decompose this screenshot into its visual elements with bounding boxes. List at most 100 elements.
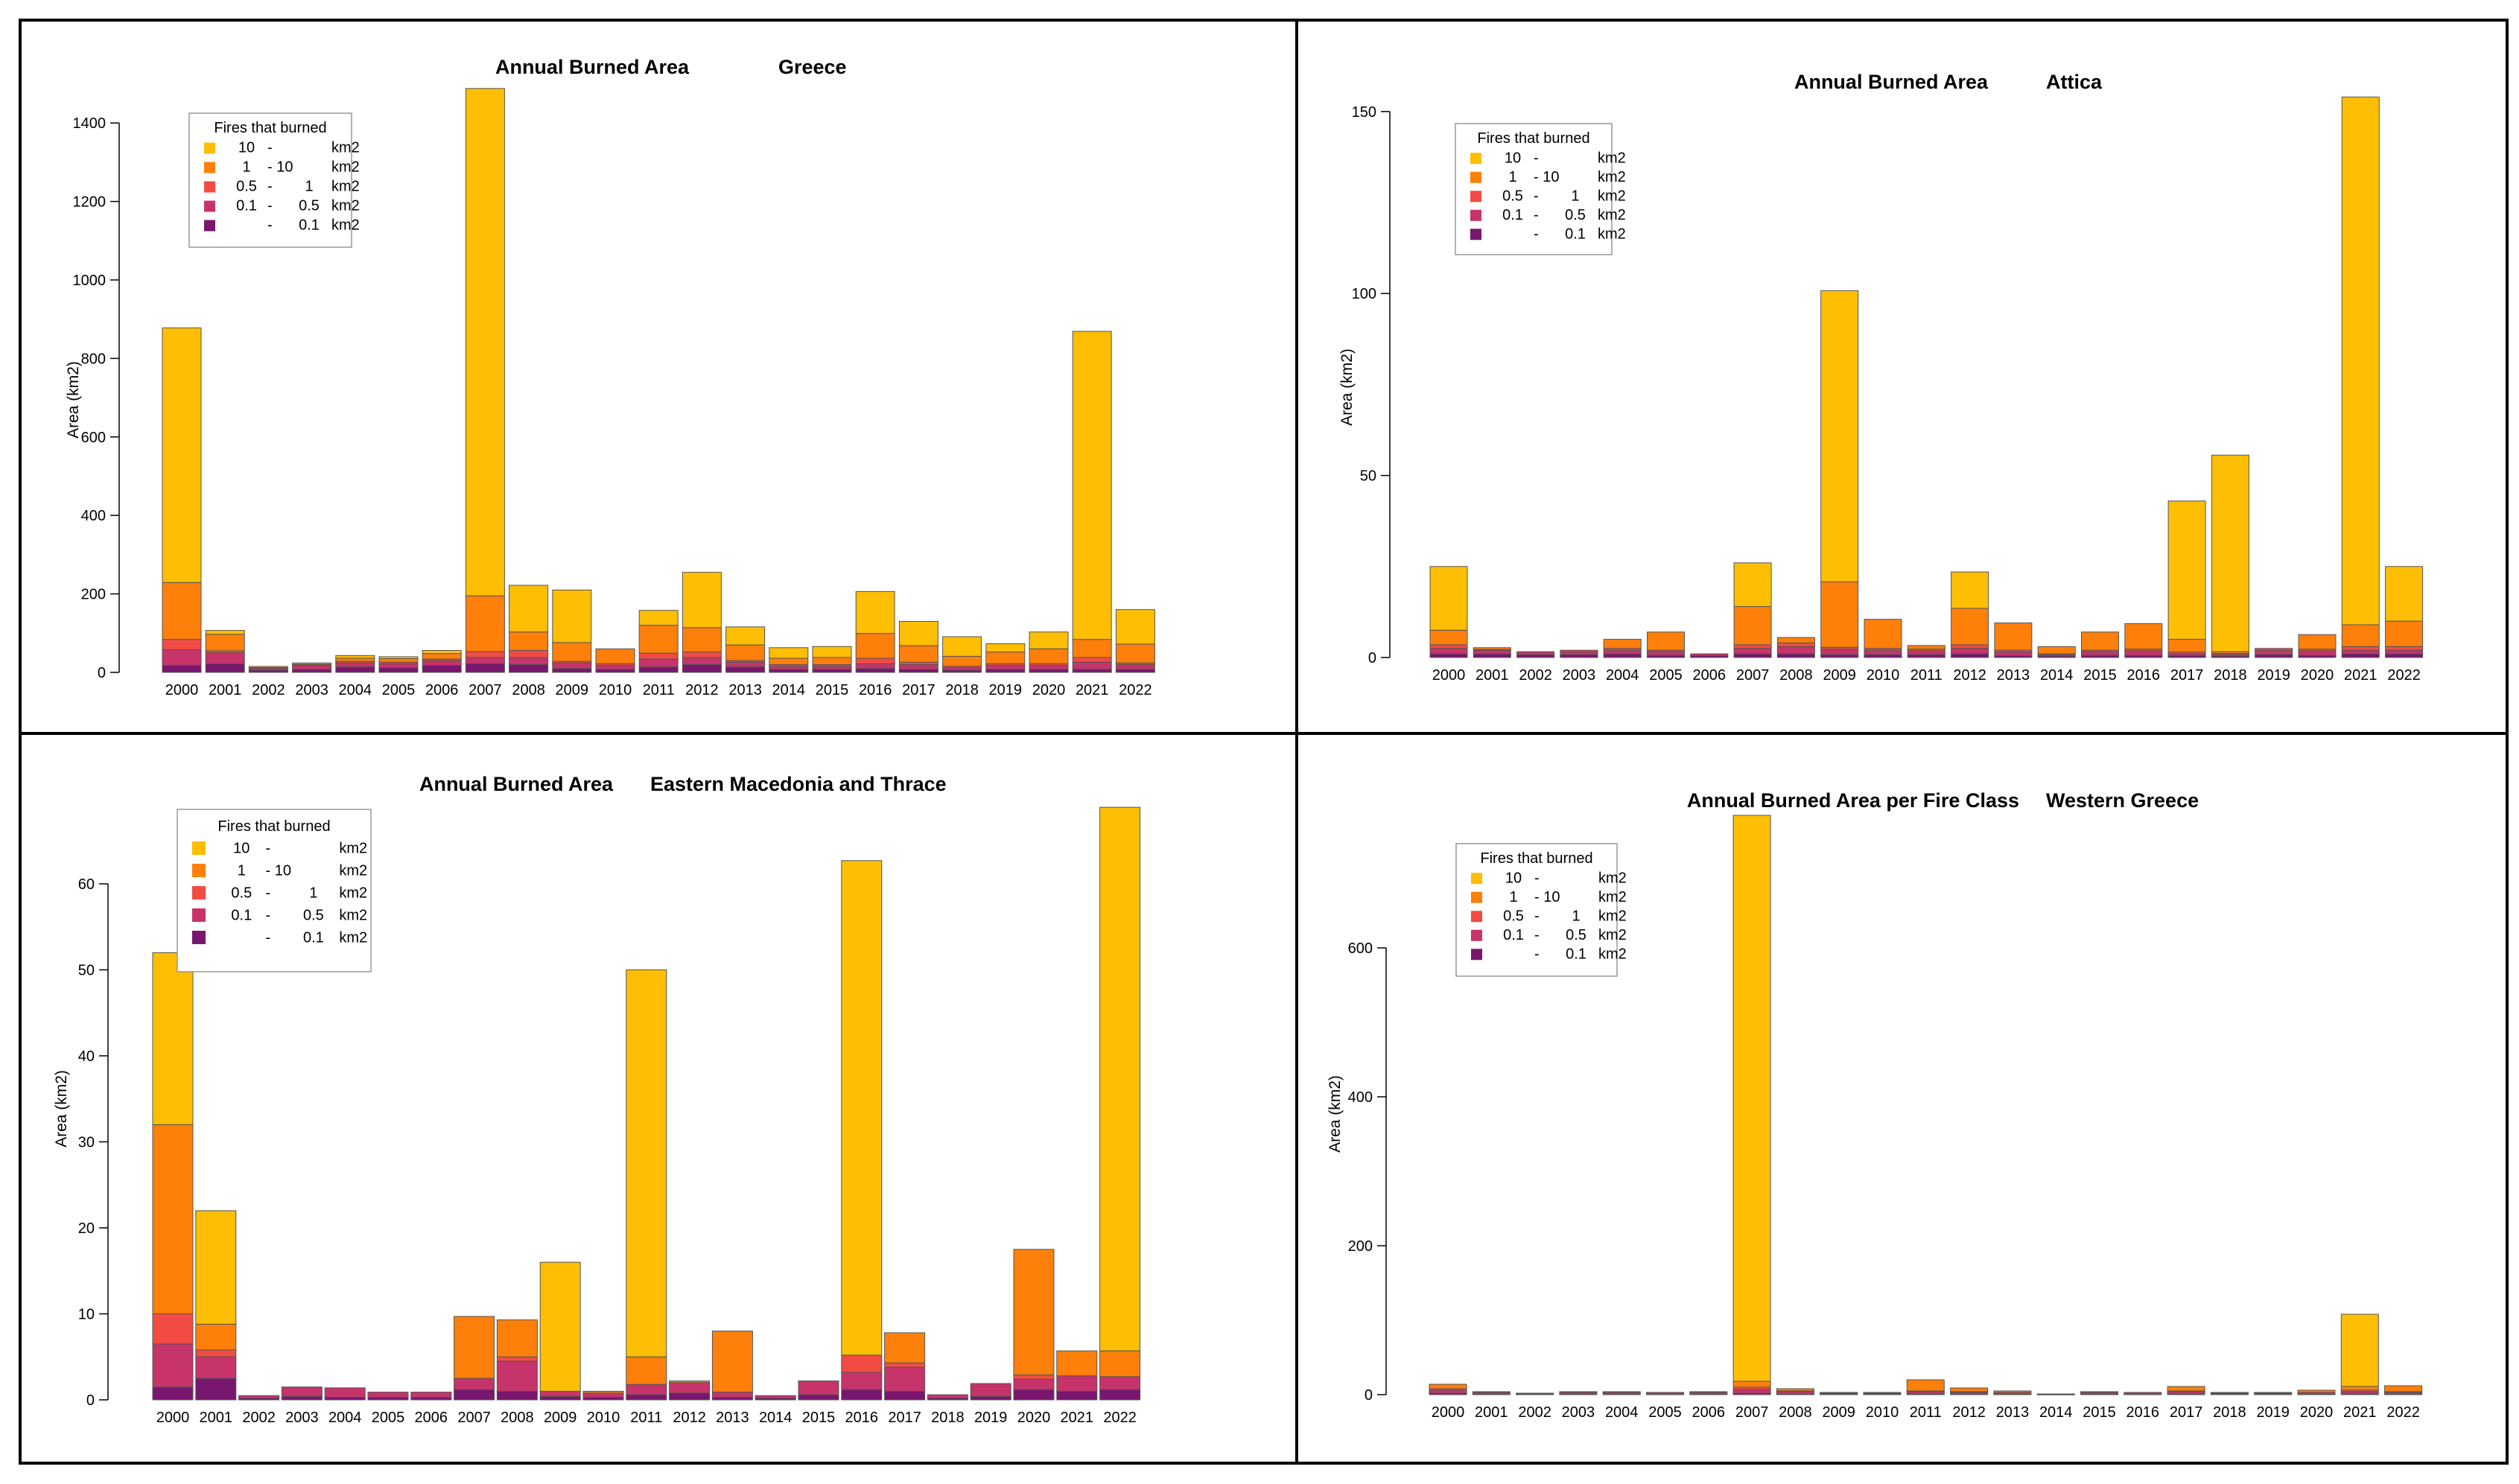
bar-segment-2017-class-2	[884, 1362, 926, 1368]
bar-segment-2011-class-2	[638, 652, 679, 660]
y-tick-label: 400	[81, 508, 106, 524]
bar-segment-2007-class-1	[1733, 648, 1772, 655]
bar-segment-2006-class-3	[422, 653, 462, 660]
x-tick-label: 2003	[1562, 1404, 1595, 1421]
bar-segment-2005-class-4	[378, 656, 419, 660]
y-tick-label: 0	[1365, 1387, 1373, 1404]
y-tick-label: 800	[81, 351, 106, 367]
bar-segment-2009-class-4	[552, 589, 592, 643]
bar-segment-2003-class-3	[292, 662, 332, 665]
bar-segment-2000-class-0	[152, 1386, 194, 1401]
legend-unit: km2	[1598, 908, 1627, 924]
bar-segment-2009-class-3	[552, 642, 592, 662]
legend-dash: - 10	[1534, 169, 1559, 185]
legend-swatch	[192, 931, 206, 944]
bar-segment-2001-class-1	[195, 1356, 237, 1379]
bar-segment-2004-class-3	[335, 657, 375, 662]
x-tick-label: 2010	[1866, 1404, 1899, 1421]
x-tick-label: 2009	[544, 1410, 577, 1426]
bar-segment-2016-class-0	[841, 1389, 883, 1401]
x-tick-label: 2017	[888, 1410, 921, 1426]
bar-segment-2021-class-4	[1072, 331, 1112, 640]
bar-segment-2021-class-1	[1056, 1375, 1098, 1392]
legend-box	[1455, 843, 1618, 977]
x-tick-label: 2021	[1076, 682, 1109, 698]
bar-segment-2019-class-1	[970, 1383, 1011, 1397]
y-axis-label: Area (km2)	[1338, 348, 1356, 426]
bar-segment-2001-class-4	[195, 1210, 237, 1325]
bar-segment-2000-class-0	[162, 665, 202, 673]
bar-segment-2001-class-0	[205, 663, 245, 673]
bar-segment-2009-class-1	[1820, 649, 1859, 655]
bar-segment-2004-class-0	[324, 1397, 366, 1401]
chart-title-left: Annual Burned Area per Fire Class	[1687, 789, 2019, 812]
legend-swatch	[1470, 209, 1481, 221]
legend-from: 0.5	[231, 885, 252, 902]
bar-segment-2022-class-4	[2385, 566, 2424, 622]
legend-dash: -	[267, 198, 273, 214]
bar-segment-2001-class-0	[1473, 653, 1511, 658]
bar-segment-2007-class-3	[1732, 1380, 1771, 1388]
legend-unit: km2	[1598, 188, 1626, 204]
legend-dash: -	[267, 179, 273, 195]
legend-to: 0.5	[1565, 207, 1586, 223]
bar-segment-2022-class-1	[1099, 1376, 1141, 1390]
x-tick-label: 2000	[1432, 667, 1466, 684]
legend-swatch	[192, 864, 206, 877]
x-tick-label: 2006	[1692, 1404, 1726, 1421]
x-tick-label: 2006	[425, 682, 459, 698]
legend-from: 0.5	[1503, 908, 1524, 924]
x-tick-label: 2018	[945, 682, 979, 698]
bar-segment-2008-class-2	[1776, 642, 1815, 647]
legend-unit: km2	[331, 217, 360, 234]
bar-segment-2011-class-4	[638, 610, 679, 626]
x-tick-label: 2019	[2256, 1404, 2290, 1421]
bar-segment-2016-class-1	[2123, 1392, 2162, 1395]
bar-segment-2013-class-3	[725, 644, 766, 661]
bar-segment-2017-class-3	[2167, 639, 2206, 653]
x-tick-label: 2019	[2257, 667, 2290, 684]
bar-segment-2001-class-1	[205, 652, 245, 664]
bar-segment-2000-class-1	[162, 649, 202, 666]
x-tick-label: 2010	[599, 682, 632, 698]
x-tick-label: 2017	[2170, 1404, 2203, 1421]
bar-segment-2001-class-3	[195, 1323, 237, 1351]
bar-segment-2022-class-2	[2385, 646, 2424, 651]
bar-segment-2022-class-1	[2385, 649, 2424, 655]
chart-title-right: Western Greece	[2046, 789, 2199, 812]
bar-segment-2005-class-1	[1646, 1392, 1684, 1395]
bar-segment-2008-class-1	[496, 1360, 538, 1392]
bar-segment-2000-class-1	[1429, 648, 1468, 655]
bar-segment-2016-class-2	[841, 1354, 883, 1373]
x-tick-label: 2003	[285, 1410, 319, 1426]
bar-segment-2000-class-4	[152, 952, 194, 1125]
bar-segment-2014-class-1	[769, 666, 809, 670]
y-axis: 0 10 20 30 40 50 60	[78, 876, 109, 1409]
bar-segment-2007-class-1	[465, 657, 505, 664]
legend-to: 0.1	[303, 930, 324, 946]
legend-dash: -	[267, 140, 273, 156]
x-axis-labels: 2000 2001 2002 2003 2004 2005 2006 2007 2008 2009…	[1432, 1404, 2420, 1421]
x-tick-label: 2018	[2213, 1404, 2246, 1421]
bar-segment-2008-class-3	[496, 1319, 538, 1357]
bar-segment-2022-class-1	[1115, 663, 1155, 670]
y-tick-label: 400	[1348, 1089, 1373, 1106]
bar-segment-2008-class-3	[509, 631, 549, 651]
legend-from: 10	[1505, 870, 1522, 886]
legend-dash: -	[1534, 908, 1540, 924]
legend-dash: - 10	[267, 159, 293, 176]
y-tick-label: 0	[98, 665, 106, 681]
bar-segment-2021-class-0	[2341, 653, 2380, 658]
legend-dash: -	[267, 217, 273, 234]
legend-to: 0.1	[1565, 226, 1586, 242]
bar-segment-2000-class-3	[152, 1124, 194, 1314]
bar-segment-2012-class-0	[682, 663, 722, 673]
x-tick-label: 2013	[728, 682, 762, 698]
x-tick-label: 2012	[685, 682, 719, 698]
y-axis-label: Area (km2)	[53, 1070, 70, 1147]
bar-segment-2010-class-3	[595, 648, 635, 664]
legend-unit: km2	[331, 179, 360, 195]
x-tick-label: 2009	[1823, 667, 1856, 684]
x-tick-label: 2022	[2386, 1404, 2420, 1421]
bar-segment-2021-class-2	[1072, 657, 1112, 663]
